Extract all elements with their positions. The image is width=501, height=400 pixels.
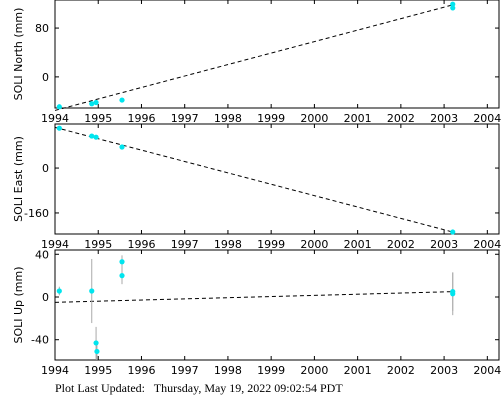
x-tick-label: 2004 (473, 364, 501, 377)
x-tick-label: 2003 (430, 112, 458, 125)
x-tick-label: 2002 (387, 364, 415, 377)
x-tick-label: 1995 (84, 112, 112, 125)
trend-line (54, 126, 453, 233)
x-tick-label: 1999 (257, 112, 285, 125)
x-tick-label: 1994 (41, 112, 69, 125)
x-tick-label: 2003 (430, 364, 458, 377)
data-point (119, 144, 125, 150)
y-tick-label: -160 (24, 207, 49, 220)
x-tick-label: 1997 (171, 364, 199, 377)
x-tick-label: 1995 (84, 364, 112, 377)
x-tick-label: 1996 (127, 238, 155, 251)
data-point (119, 97, 125, 103)
x-tick-label: 2001 (344, 112, 372, 125)
data-point (119, 259, 125, 265)
y-tick-label: 40 (35, 248, 49, 261)
footer: Plot Last Updated: Thursday, May 19, 202… (55, 381, 343, 395)
plot-frame (54, 0, 500, 109)
x-tick-label: 2000 (300, 364, 328, 377)
data-point (94, 348, 100, 355)
x-tick-label: 1994 (41, 238, 69, 251)
plot-frame (54, 123, 500, 235)
x-tick-label: 1996 (127, 112, 155, 125)
data-point (119, 273, 125, 279)
data-point (56, 288, 62, 294)
x-tick-label: 2004 (473, 112, 501, 125)
data-point (450, 229, 456, 235)
x-tick-label: 2000 (300, 112, 328, 125)
x-tick-label: 2001 (344, 364, 372, 377)
data-point (89, 288, 95, 294)
data-point (56, 125, 62, 131)
data-point (93, 134, 99, 140)
data-point (450, 1, 456, 7)
data-point (89, 133, 95, 139)
trend-line (54, 291, 453, 303)
y-tick-label: 0 (42, 71, 49, 84)
x-tick-label: 2002 (387, 112, 415, 125)
data-point (93, 340, 99, 346)
data-point (56, 104, 62, 110)
data-point (93, 99, 99, 106)
x-tick-label: 1996 (127, 364, 155, 377)
x-tick-label: 1995 (84, 238, 112, 251)
y-tick-label: 80 (35, 22, 49, 35)
x-tick-label: 1994 (41, 364, 69, 377)
x-tick-label: 2003 (430, 238, 458, 251)
x-tick-label: 1998 (214, 364, 242, 377)
x-tick-label: 1998 (214, 238, 242, 251)
x-tick-label: 2001 (344, 238, 372, 251)
x-tick-label: 1997 (171, 238, 199, 251)
x-tick-label: 1997 (171, 112, 199, 125)
x-tick-label: 1999 (257, 364, 285, 377)
y-tick-label: 0 (42, 291, 49, 304)
plot-frame (54, 249, 500, 361)
x-tick-label: 2002 (387, 238, 415, 251)
x-tick-label: 1998 (214, 112, 242, 125)
trend-line (54, 4, 453, 111)
y-tick-label: -40 (31, 334, 49, 347)
data-point (450, 5, 456, 11)
x-tick-label: 2000 (300, 238, 328, 251)
y-axis-label: SOLI North (mm) (12, 8, 25, 101)
x-tick-label: 1999 (257, 238, 285, 251)
x-tick-label: 2004 (473, 238, 501, 251)
y-tick-label: 0 (42, 162, 49, 175)
y-axis-label: SOLI East (mm) (12, 136, 25, 222)
data-point (89, 101, 95, 107)
y-axis-label: SOLI Up (mm) (12, 266, 25, 343)
data-point (450, 291, 456, 297)
